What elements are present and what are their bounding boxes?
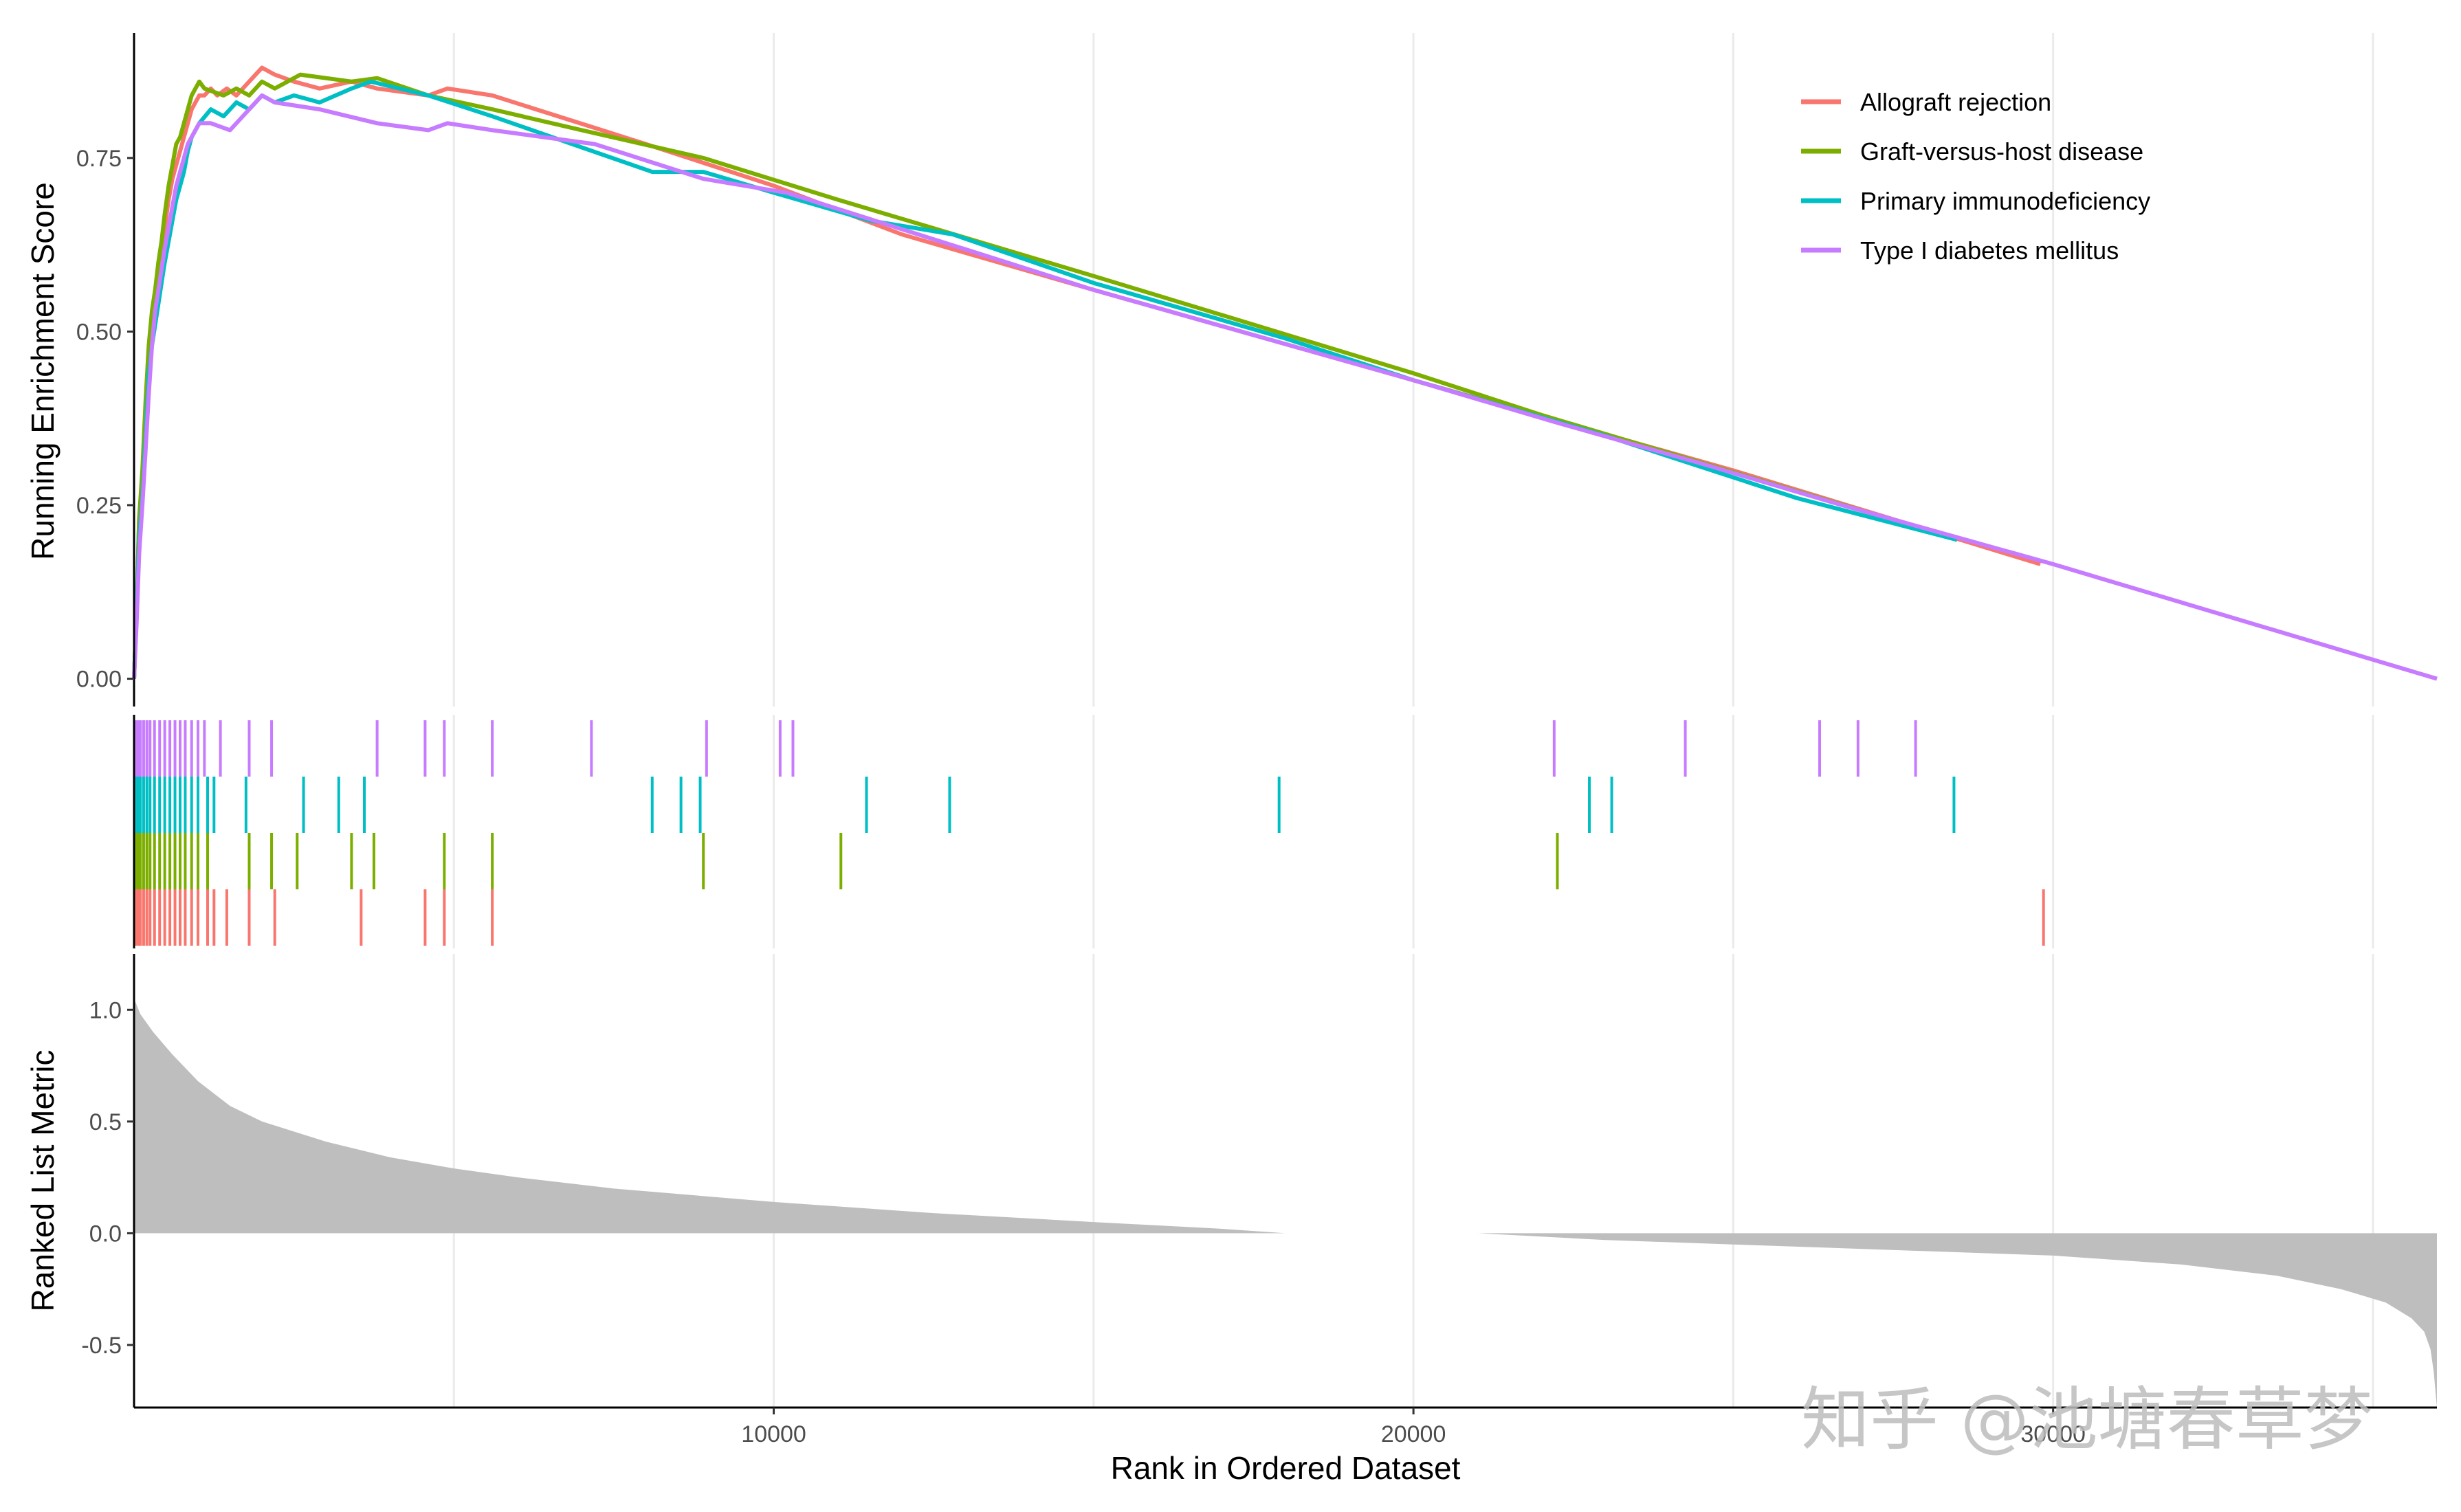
rank-y-tick-label: -0.5 — [81, 1333, 122, 1359]
legend-label: Graft-versus-host disease — [1860, 137, 2143, 166]
legend: Allograft rejection Graft-versus-host dis… — [1801, 88, 2150, 265]
rank-y-tick-label: 1.0 — [89, 997, 122, 1023]
es-y-tick-label: 0.75 — [76, 146, 122, 172]
x-tick-label: 10000 — [741, 1421, 806, 1447]
es-y-ticks: 0.00 0.25 0.50 0.75 — [76, 146, 134, 693]
rug-marks — [133, 720, 2045, 946]
rank-y-ticks: -0.5 0.0 0.5 1.0 — [81, 997, 134, 1359]
rank-y-tick-label: 0.5 — [89, 1109, 122, 1135]
x-tick-label: 30000 — [2020, 1421, 2086, 1447]
legend-label: Type I diabetes mellitus — [1860, 236, 2119, 265]
es-series-lines — [132, 65, 2438, 681]
es-gridlines — [452, 33, 2374, 707]
rank-x-ticks: 10000 20000 30000 — [741, 1408, 2086, 1447]
ranked-list-metric-panel: -0.5 0.0 0.5 1.0 10000 20000 30000 Ranked Lis… — [25, 954, 2437, 1486]
gene-hit-rug-panel — [133, 715, 2374, 948]
legend-label: Primary immunodeficiency — [1860, 187, 2150, 215]
running-enrichment-score-panel: 0.00 0.25 0.50 0.75 Running Enrichment Scor… — [25, 33, 2438, 707]
es-y-tick-label: 0.50 — [76, 319, 122, 345]
ranked-metric-area — [134, 999, 2437, 1408]
watermark-text: 知乎 @池塘春草梦 — [1801, 1379, 2373, 1460]
rug-gridlines — [452, 715, 2374, 948]
x-axis-title: Rank in Ordered Dataset — [1111, 1450, 1461, 1486]
es-series-line — [132, 72, 1926, 679]
es-series-line — [132, 93, 2438, 681]
es-y-axis-title: Running Enrichment Score — [25, 182, 60, 560]
es-y-tick-label: 0.00 — [76, 667, 122, 693]
es-y-tick-label: 0.25 — [76, 493, 122, 519]
legend-label: Allograft rejection — [1860, 88, 2051, 116]
rank-y-axis-title: Ranked List Metric — [25, 1050, 60, 1312]
x-tick-label: 20000 — [1381, 1421, 1446, 1447]
rank-y-tick-label: 0.0 — [89, 1221, 122, 1247]
